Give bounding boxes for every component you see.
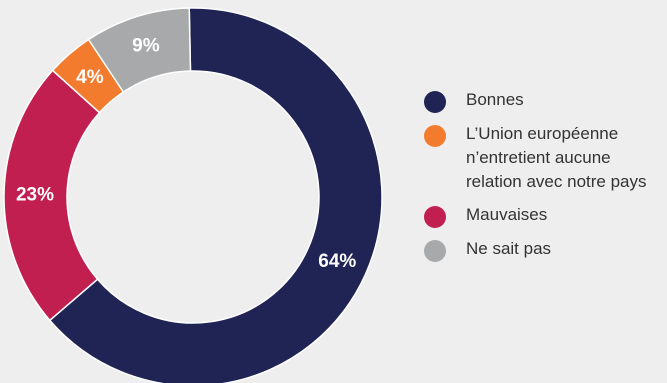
legend-swatch-mauvaises [424,206,446,228]
legend-label-ne-sait-pas: Ne sait pas [466,239,552,258]
donut-value-labels: 64% 23% 4% 9% [16,36,356,272]
slice-value-label-bonnes: 64% [318,251,356,272]
slice-bonnes [48,7,383,383]
legend-swatch-ne-sait-pas [424,240,446,262]
legend-label-mauvaises: Mauvaises [466,205,548,224]
legend-item-aucune-relation: L’Union européenne n’entretient aucune r… [424,122,664,194]
legend-swatch-bonnes [424,91,446,113]
legend-label-bonnes: Bonnes [466,90,524,109]
slice-ne-sait-pas [87,7,192,94]
chart-legend: Bonnes L’Union européenne n’entretient a… [424,88,664,271]
donut-chart: 64% 23% 4% 9% [3,7,383,383]
slice-value-label-l-union-europ-enne-n-ent: 4% [76,67,104,88]
slice-value-label-mauvaises: 23% [16,185,54,206]
legend-item-ne-sait-pas: Ne sait pas [424,237,664,262]
legend-item-bonnes: Bonnes [424,88,664,113]
legend-item-mauvaises: Mauvaises [424,203,664,228]
legend-swatch-aucune-relation [424,125,446,147]
donut-slices [3,7,383,383]
slice-value-label-ne-sait-pas: 9% [132,36,160,57]
legend-label-aucune-relation: L’Union européenne n’entretient aucune r… [466,124,647,191]
